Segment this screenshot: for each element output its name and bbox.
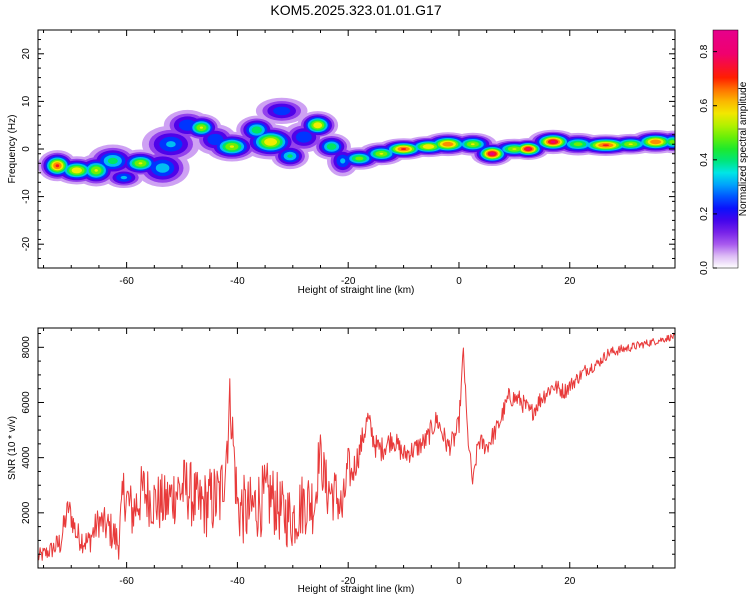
y-tick-label: 20 xyxy=(21,48,32,60)
heatmap-cell xyxy=(602,144,610,147)
x-tick-label: -20 xyxy=(341,576,356,587)
x-tick-label: -60 xyxy=(119,576,134,587)
spectrogram-panel: -60 -40 -20 0 20 -20 -10 0 10 20 Height of straig… xyxy=(7,29,676,296)
colorbar-bar xyxy=(712,29,739,269)
heatmap-cell xyxy=(470,143,475,146)
heatmap-cell xyxy=(287,154,293,158)
heatmap-cell xyxy=(107,157,118,165)
spectrogram-heatmap xyxy=(38,97,675,189)
colorbar-tick-label: 0.2 xyxy=(699,207,710,221)
heatmap-cell xyxy=(442,141,454,147)
heatmap-cell xyxy=(264,138,277,146)
heatmap-cell xyxy=(155,163,170,173)
heatmap-cell xyxy=(273,106,291,116)
heatmap-cell xyxy=(512,148,517,150)
heatmap-cell xyxy=(120,175,128,180)
snr-plot-area xyxy=(38,328,675,568)
spectrogram-x-label: Height of straight line (km) xyxy=(298,285,415,296)
x-tick-label: 0 xyxy=(456,576,462,587)
heatmap-cell xyxy=(55,164,60,168)
heatmap-cell xyxy=(550,140,556,143)
heatmap-cell xyxy=(355,156,364,161)
heatmap-cell xyxy=(489,152,495,156)
heatmap-cell xyxy=(422,144,435,149)
heatmap-cell xyxy=(628,143,633,145)
snr-ticks: -60 -40 -20 0 20 2000 4000 6000 8000 xyxy=(21,328,675,587)
colorbar-ticks: 0.0 0.2 0.4 0.6 0.8 xyxy=(699,44,717,275)
y-tick-label: 10 xyxy=(21,95,32,107)
snr-x-label: Height of straight line (km) xyxy=(298,584,415,595)
heatmap-cell xyxy=(379,152,384,155)
heatmap-cell xyxy=(313,122,323,129)
spectrogram-ticks: -60 -40 -20 0 20 -20 -10 0 10 20 xyxy=(21,29,675,287)
y-tick-label: 2000 xyxy=(21,501,32,524)
x-tick-label: -60 xyxy=(119,276,134,287)
y-tick-label: 4000 xyxy=(21,446,32,469)
colorbar-tick-label: 0.4 xyxy=(699,152,710,166)
heatmap-cell xyxy=(199,126,203,129)
heatmap-cell xyxy=(94,169,98,172)
heatmap-cell xyxy=(71,167,83,174)
y-tick-label: -10 xyxy=(21,189,32,204)
colorbar-tick-label: 0.0 xyxy=(699,261,710,275)
x-tick-label: -20 xyxy=(341,276,356,287)
heatmap-cell xyxy=(340,158,346,164)
heatmap-cell xyxy=(650,139,662,145)
y-tick-label: 6000 xyxy=(21,391,32,414)
snr-panel: -60 -40 -20 0 20 2000 4000 6000 8000 Height of s… xyxy=(7,327,676,595)
heatmap-cell xyxy=(326,143,337,150)
heatmap-cell xyxy=(669,140,675,144)
colorbar: 0.0 0.2 0.4 0.6 0.8 Normalized spectral ampl… xyxy=(699,29,749,275)
heatmap-cell xyxy=(401,148,407,150)
x-tick-label: 20 xyxy=(564,576,576,587)
y-tick-label: 8000 xyxy=(21,336,32,359)
figure-title: KOM5.2025.323.01.01.G17 xyxy=(270,2,441,18)
colorbar-tick-label: 0.6 xyxy=(699,98,710,112)
heatmap-cell xyxy=(138,162,143,165)
heatmap-cell xyxy=(573,142,583,147)
heatmap-cell xyxy=(229,145,234,148)
x-tick-label: -40 xyxy=(230,276,245,287)
heatmap-cell xyxy=(296,131,312,143)
heatmap-cell xyxy=(526,148,531,150)
heatmap-cell xyxy=(166,141,176,148)
colorbar-label: Normalized spectral amplitude xyxy=(738,81,749,216)
spectrogram-y-label: Frequency (Hz) xyxy=(7,115,18,184)
heatmap-cell xyxy=(251,126,262,134)
snr-y-label: SNR (10 * v/v) xyxy=(7,416,18,480)
x-tick-label: -40 xyxy=(230,576,245,587)
spectrogram-frame xyxy=(37,29,676,269)
snr-series-line xyxy=(38,332,675,561)
snr-frame xyxy=(37,327,676,569)
y-tick-label: -20 xyxy=(21,237,32,252)
y-tick-label: 0 xyxy=(21,146,32,152)
colorbar-tick-label: 0.8 xyxy=(699,44,710,58)
x-tick-label: 20 xyxy=(564,276,576,287)
x-tick-label: 0 xyxy=(456,276,462,287)
